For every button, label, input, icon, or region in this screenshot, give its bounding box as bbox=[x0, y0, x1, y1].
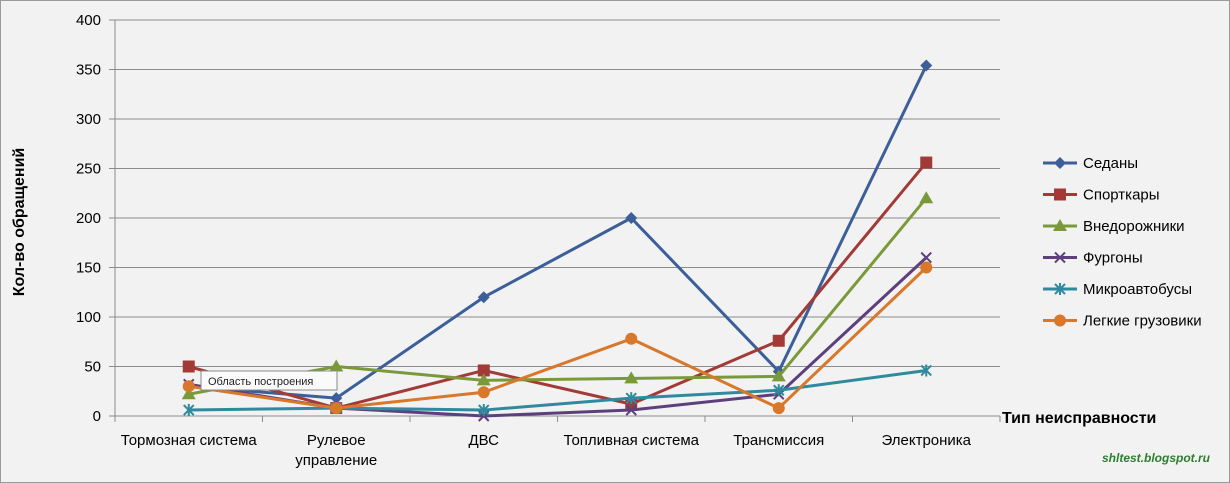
series-6 bbox=[182, 261, 933, 415]
circle-marker bbox=[772, 402, 785, 415]
y-tick-label: 300 bbox=[76, 111, 101, 128]
series-line bbox=[188, 266, 928, 410]
legend-item: Легкие грузовики bbox=[1043, 313, 1202, 330]
y-tick-label: 50 bbox=[84, 359, 101, 376]
legend-label: Седаны bbox=[1083, 155, 1138, 172]
legend: Седаны Спорткары Внедорожники Фургоны Микроа… bbox=[1043, 155, 1202, 330]
x-tick-label: ДВС bbox=[469, 432, 500, 449]
x-marker bbox=[625, 404, 637, 416]
legend-item: Спорткары bbox=[1043, 187, 1160, 204]
watermark: shltest.blogspot.ru bbox=[1102, 451, 1211, 465]
diamond-marker bbox=[920, 59, 933, 72]
circle-marker bbox=[330, 402, 343, 415]
circle-marker bbox=[182, 380, 195, 393]
legend-label: Микроавтобусы bbox=[1083, 281, 1192, 298]
y-tick-label: 100 bbox=[76, 309, 101, 326]
y-tick-label: 0 bbox=[93, 408, 101, 425]
series-line bbox=[188, 64, 928, 400]
square-marker bbox=[772, 334, 785, 347]
triangle-marker bbox=[1053, 219, 1067, 231]
square-marker bbox=[477, 364, 490, 377]
circle-marker bbox=[477, 386, 490, 399]
legend-item: Микроавтобусы bbox=[1043, 281, 1192, 298]
y-tick-label: 350 bbox=[76, 62, 101, 79]
y-tick-label: 150 bbox=[76, 260, 101, 277]
circle-marker bbox=[625, 332, 638, 345]
square-marker bbox=[182, 360, 195, 373]
star-marker bbox=[920, 364, 932, 377]
legend-label: Внедорожники bbox=[1083, 218, 1185, 235]
legend-label: Легкие грузовики bbox=[1083, 313, 1202, 330]
x-tick-label: Электроника bbox=[881, 432, 971, 449]
circle-marker bbox=[1054, 314, 1066, 327]
triangle-marker bbox=[624, 371, 639, 384]
y-tick-label: 200 bbox=[76, 210, 101, 227]
series-line bbox=[188, 368, 927, 412]
y-axis-title: Кол-во обращений bbox=[11, 148, 28, 297]
triangle-marker bbox=[329, 359, 344, 372]
square-marker bbox=[920, 156, 933, 169]
diamond-marker bbox=[330, 392, 343, 405]
triangle-marker bbox=[771, 369, 786, 382]
circle-marker bbox=[920, 261, 933, 274]
legend-label: Спорткары bbox=[1083, 187, 1160, 204]
x-tick-label: Топливная система bbox=[563, 432, 699, 449]
legend-label: Фургоны bbox=[1083, 250, 1143, 267]
x-tick-label: Тормозная система bbox=[121, 432, 258, 449]
plot-area-tooltip: Область построения bbox=[200, 370, 338, 391]
legend-item: Внедорожники bbox=[1043, 218, 1185, 235]
y-tick-label: 400 bbox=[76, 12, 101, 29]
triangle-marker bbox=[181, 387, 196, 400]
y-tick-label: 250 bbox=[76, 161, 101, 178]
series-1 bbox=[182, 59, 933, 405]
tooltip-text: Область построения bbox=[208, 376, 313, 388]
x-tick-label: Трансмиссия bbox=[733, 432, 824, 449]
star-marker bbox=[773, 384, 785, 397]
legend-item: Седаны bbox=[1043, 155, 1138, 172]
star-marker bbox=[625, 392, 637, 405]
x-axis-title: Тип неисправности bbox=[1002, 410, 1156, 427]
x-marker bbox=[920, 251, 932, 264]
legend-item: Фургоны bbox=[1043, 250, 1143, 267]
square-marker bbox=[1054, 188, 1066, 201]
series-line bbox=[188, 161, 928, 410]
diamond-marker bbox=[477, 291, 490, 304]
triangle-marker bbox=[476, 373, 491, 386]
star-marker bbox=[478, 404, 490, 417]
star-marker bbox=[1054, 283, 1066, 295]
diamond-marker bbox=[1054, 157, 1066, 169]
x-tick-label: Рулевое управление bbox=[295, 432, 377, 469]
star-marker bbox=[183, 404, 195, 417]
triangle-marker bbox=[919, 191, 934, 204]
diamond-marker bbox=[625, 212, 638, 224]
x-marker bbox=[1054, 251, 1066, 264]
